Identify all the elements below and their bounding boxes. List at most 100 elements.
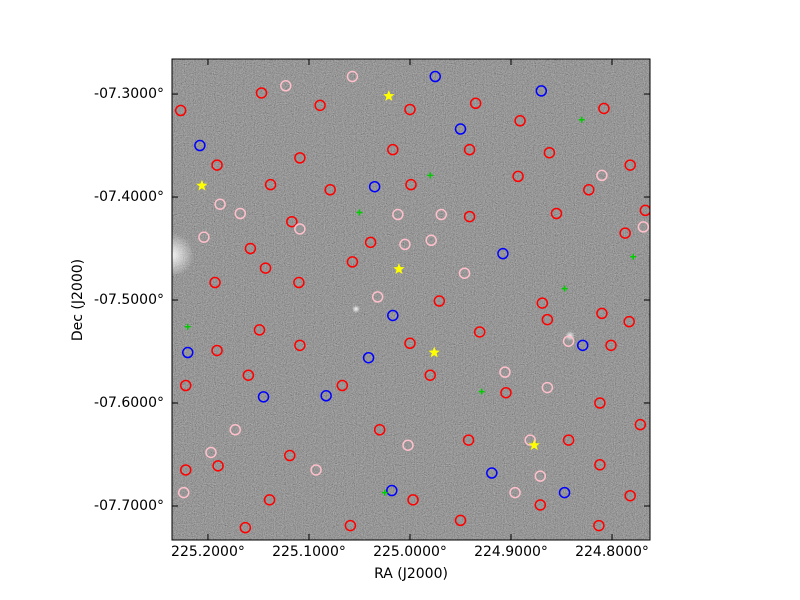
circle-marker [458, 267, 471, 279]
circle-marker [462, 434, 475, 446]
circle-marker [179, 379, 192, 392]
circle-marker [486, 467, 498, 479]
x-tick-label: 225.1000° [272, 544, 346, 560]
circle-marker [425, 234, 437, 247]
circle-marker [596, 307, 608, 320]
circle-marker [596, 169, 608, 182]
circle-marker [534, 470, 547, 482]
y-tick-label: -07.3000° [94, 86, 164, 102]
circle-marker [229, 424, 241, 436]
markers [174, 70, 650, 534]
circle-marker [234, 207, 247, 220]
plus-marker [184, 323, 191, 330]
circle-marker [497, 247, 509, 260]
circle-marker [253, 324, 266, 336]
circle-marker [263, 494, 276, 506]
circle-marker [371, 291, 384, 303]
circle-marker [314, 99, 326, 112]
circle-marker [473, 326, 486, 338]
star-marker [393, 263, 405, 274]
circle-marker [407, 494, 419, 506]
circle-marker [624, 489, 636, 502]
circle-marker [294, 152, 306, 164]
circle-marker [293, 276, 305, 289]
circle-marker [310, 464, 322, 476]
circle-marker [346, 70, 359, 83]
circle-marker [405, 178, 417, 191]
circle-marker [336, 379, 349, 392]
circle-marker [259, 262, 272, 274]
circle-marker [543, 146, 556, 159]
x-axis-label: RA (J2000) [374, 566, 448, 582]
x-tick-label: 225.0000° [373, 544, 447, 560]
circle-marker [624, 159, 636, 171]
star-marker [383, 90, 395, 101]
circle-marker [373, 424, 386, 436]
circle-marker [637, 221, 650, 233]
x-tick-label: 224.8000° [575, 544, 649, 560]
circle-marker [535, 85, 548, 97]
circle-marker [346, 256, 359, 268]
circle-marker [469, 97, 482, 110]
circle-marker [212, 460, 224, 472]
circle-marker [211, 159, 223, 171]
y-tick-label: -07.5000° [94, 292, 164, 308]
circle-marker [605, 339, 617, 352]
circle-marker [562, 335, 575, 347]
circle-marker [264, 178, 277, 191]
circle-marker [424, 369, 436, 381]
circle-marker [593, 519, 605, 532]
y-tick-label: -07.4000° [94, 189, 164, 205]
bright-source [352, 305, 360, 313]
circle-marker [509, 486, 521, 499]
image-noise [172, 59, 650, 540]
circle-marker [429, 70, 441, 83]
circle-marker [387, 143, 399, 156]
circle-marker [399, 238, 411, 251]
plus-marker [561, 285, 568, 292]
circle-marker [284, 449, 296, 462]
circle-marker [386, 484, 398, 497]
circle-marker [286, 215, 298, 228]
circle-marker [514, 115, 526, 127]
circle-marker [500, 386, 512, 399]
y-axis-label: Dec (J2000) [70, 259, 86, 341]
star-marker [528, 439, 540, 451]
circle-marker [512, 170, 524, 183]
plus-marker [427, 172, 434, 179]
circle-marker [182, 346, 194, 359]
circle-marker [387, 309, 399, 322]
circle-marker [194, 139, 206, 152]
circle-marker [623, 315, 635, 328]
circle-marker [239, 521, 252, 534]
circle-marker [594, 397, 606, 409]
circle-marker [402, 439, 414, 451]
circle-marker [279, 80, 292, 92]
circle-marker [541, 313, 554, 326]
circle-marker [435, 208, 448, 221]
circle-marker [583, 184, 595, 196]
plus-marker [381, 489, 388, 496]
circle-marker [534, 499, 547, 511]
circle-marker [619, 227, 631, 239]
circle-marker [255, 87, 268, 99]
circle-marker [524, 434, 536, 446]
sky-image [172, 59, 650, 540]
circle-marker [499, 366, 511, 378]
circle-marker [634, 418, 647, 431]
x-tick-label: 224.9000° [474, 544, 548, 560]
circle-marker [364, 236, 377, 249]
circle-marker [404, 103, 416, 116]
circle-marker [536, 297, 549, 309]
x-tick-label: 225.2000° [171, 544, 245, 560]
plus-marker [630, 253, 637, 260]
circle-marker [242, 369, 255, 381]
star-marker [428, 346, 440, 358]
circle-marker [205, 446, 217, 459]
circle-marker [214, 198, 226, 210]
circle-marker [598, 102, 610, 115]
circle-marker [576, 339, 589, 352]
circle-marker [558, 486, 571, 499]
circle-marker [463, 143, 476, 156]
